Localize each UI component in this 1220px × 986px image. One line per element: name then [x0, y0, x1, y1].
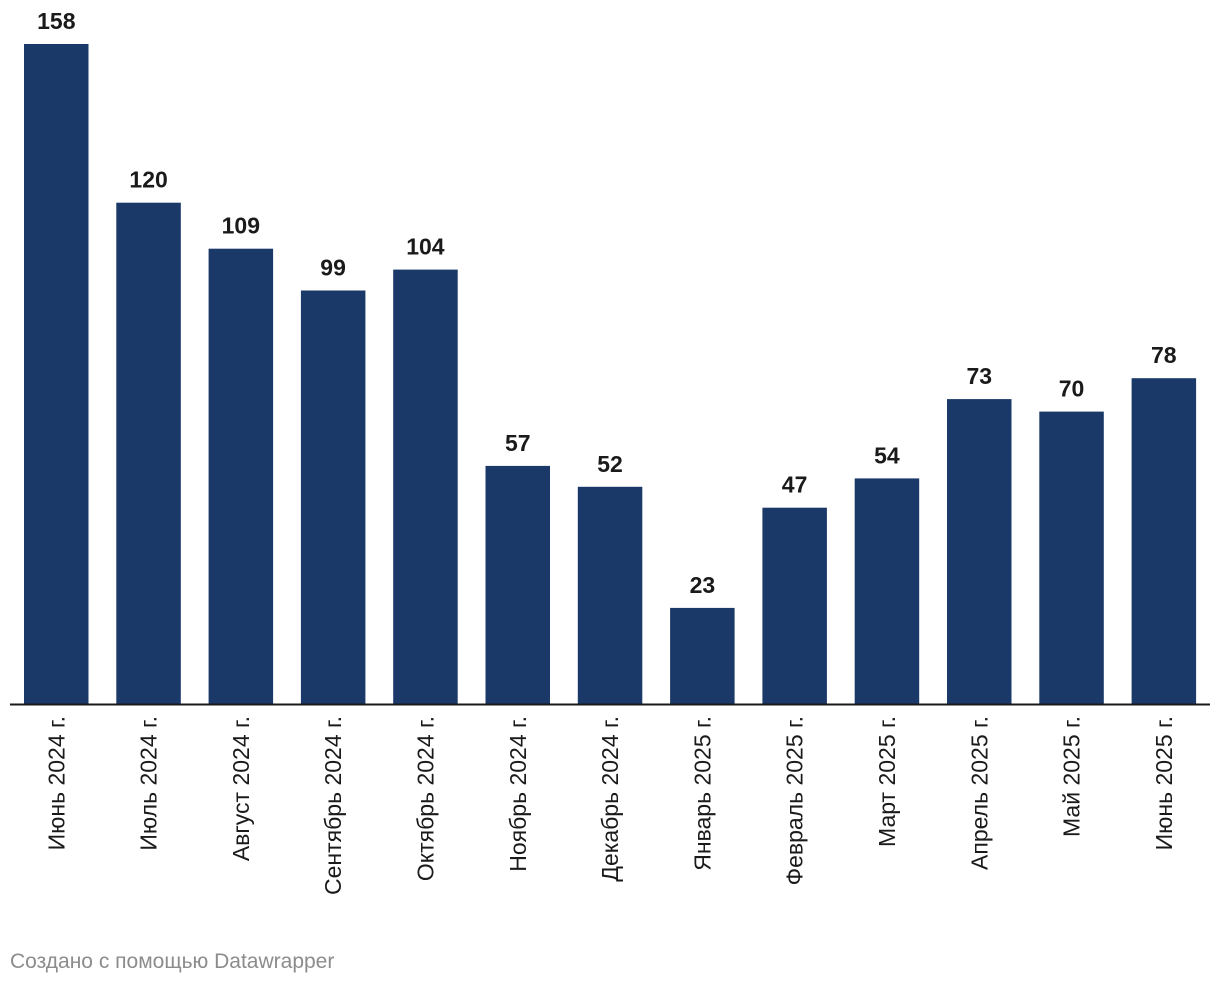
data-label: 120: [129, 167, 167, 193]
data-label: 57: [505, 430, 531, 456]
data-label: 99: [320, 255, 346, 281]
data-label: 158: [37, 8, 76, 34]
x-tick-label: Март 2025 г.: [874, 716, 900, 847]
x-tick-label: Январь 2025 г.: [689, 716, 715, 871]
bar: [24, 44, 89, 704]
data-label: 54: [874, 442, 900, 468]
x-tick-label: Февраль 2025 г.: [782, 716, 808, 885]
bar: [1131, 378, 1197, 704]
bar: [300, 290, 366, 704]
data-label: 70: [1059, 376, 1085, 402]
data-label: 52: [597, 451, 623, 477]
x-tick-label: Декабрь 2024 г.: [597, 716, 623, 882]
bar: [670, 607, 735, 704]
x-tick-label: Апрель 2025 г.: [966, 716, 992, 870]
bar: [577, 486, 643, 704]
bars-group: [24, 44, 1197, 704]
x-tick-label: Май 2025 г.: [1059, 716, 1085, 837]
x-tick-labels-group: Июнь 2024 г. Июль 2024 г. Август 2024 г. Се…: [43, 716, 1177, 895]
x-tick-label: Август 2024 г.: [228, 716, 254, 861]
data-label: 78: [1151, 342, 1177, 368]
data-label: 104: [406, 234, 445, 260]
bar: [116, 202, 181, 704]
data-label: 23: [690, 572, 716, 598]
bar: [947, 399, 1012, 704]
bar: [208, 248, 274, 704]
bar: [762, 507, 827, 704]
data-label: 47: [782, 472, 808, 498]
x-tick-label: Ноябрь 2024 г.: [505, 716, 531, 872]
bar: [854, 478, 920, 704]
bar: [1039, 411, 1104, 704]
data-label: 109: [222, 213, 260, 239]
bar: [485, 465, 550, 704]
x-tick-label: Июнь 2024 г.: [43, 716, 69, 850]
footer-credit: Создано с помощью Datawrapper: [10, 950, 335, 973]
x-tick-label: Сентябрь 2024 г.: [320, 716, 346, 895]
x-tick-label: Июнь 2025 г.: [1151, 716, 1177, 850]
data-label: 73: [967, 363, 993, 389]
x-tick-label: Октябрь 2024 г.: [412, 716, 438, 881]
data-labels-group: 158 120 109 99 104 57 52 23 47 54 73 70 78: [37, 8, 1177, 598]
bar: [393, 269, 458, 704]
x-tick-label: Июль 2024 г.: [136, 716, 162, 851]
